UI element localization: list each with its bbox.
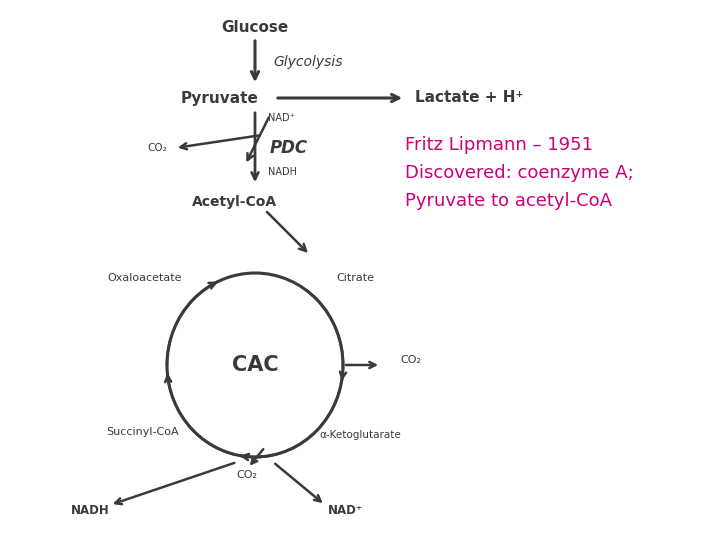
- Text: NADH: NADH: [268, 167, 297, 177]
- Text: PDC: PDC: [270, 139, 308, 157]
- Text: Glycolysis: Glycolysis: [273, 55, 343, 69]
- Text: CAC: CAC: [232, 355, 279, 375]
- Text: CO₂: CO₂: [147, 143, 167, 153]
- Text: Citrate: Citrate: [336, 273, 374, 283]
- Text: Oxaloacetate: Oxaloacetate: [108, 273, 182, 283]
- Text: Lactate + H⁺: Lactate + H⁺: [415, 91, 523, 105]
- Text: Pyruvate: Pyruvate: [181, 91, 259, 105]
- Text: Acetyl-CoA: Acetyl-CoA: [192, 195, 278, 209]
- Text: α-Ketoglutarate: α-Ketoglutarate: [319, 430, 401, 440]
- Text: NADH: NADH: [71, 503, 109, 516]
- Text: CO₂: CO₂: [236, 470, 258, 480]
- Text: Discovered: coenzyme A;: Discovered: coenzyme A;: [405, 164, 634, 182]
- Text: Pyruvate to acetyl-CoA: Pyruvate to acetyl-CoA: [405, 192, 612, 210]
- Text: CO₂: CO₂: [400, 355, 421, 365]
- Text: Fritz Lipmann – 1951: Fritz Lipmann – 1951: [405, 136, 593, 154]
- Text: Succinyl-CoA: Succinyl-CoA: [107, 427, 179, 437]
- Text: NAD⁺: NAD⁺: [328, 503, 362, 516]
- Text: Glucose: Glucose: [221, 21, 289, 36]
- Text: NAD⁺: NAD⁺: [268, 113, 295, 123]
